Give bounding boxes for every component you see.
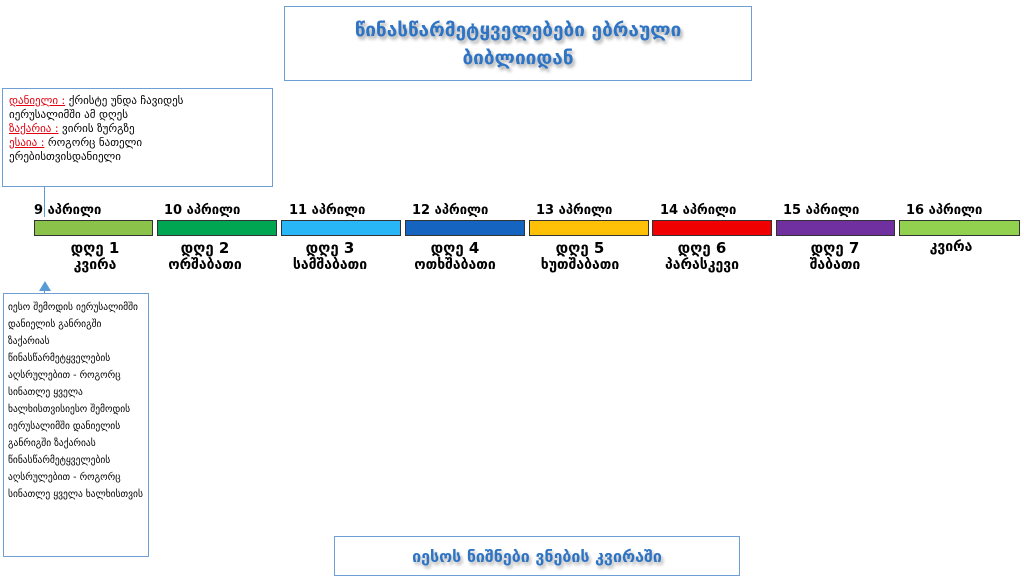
day-block: დღე 5 ხუთშაბათი [521, 239, 639, 274]
date-label: 13 აპრილი [536, 203, 613, 218]
prophecy-line-4: ესაია : როგორც ნათელი [9, 136, 266, 150]
prophecy-line-1: დანიელი : ქრისტე უნდა ჩავიდეს [9, 94, 266, 108]
day-number: დღე 4 [430, 239, 480, 257]
day-bar [34, 220, 153, 236]
connector-line-bottom [44, 290, 45, 294]
title-line-2: ბიბლიიდან [462, 46, 574, 69]
footer-title: იესოს ნიშნები ვნების კვირაში [412, 546, 662, 566]
day-bar [405, 220, 525, 236]
day-name: სამშაბათი [292, 257, 368, 273]
arrow-up-icon [39, 281, 51, 291]
day-block: დღე 2 ორშაბათი [146, 239, 264, 274]
prophecy-box: დანიელი : ქრისტე უნდა ჩავიდეს იერუსალიმშ… [2, 88, 273, 187]
day-block: დღე 6 პარასკევი [643, 239, 761, 274]
footer-box: იესოს ნიშნები ვნების კვირაში [334, 536, 740, 576]
day-number: დღე 3 [305, 239, 355, 257]
day-name: პარასკევი [664, 257, 740, 273]
prophet-name: დანიელი : [9, 94, 66, 107]
day-block: დღე 3 სამშაბათი [271, 239, 389, 274]
title-box: წინასწარმეტყველებები ებრაული ბიბლიიდან [284, 6, 752, 81]
day-number: დღე 1 [70, 239, 120, 257]
day-name: ხუთშაბათი [540, 257, 620, 273]
date-label: 9 აპრილი [34, 203, 102, 218]
day-bar [529, 220, 649, 236]
date-label: 10 აპრილი [164, 203, 241, 218]
day-name: კვირა [73, 257, 117, 273]
date-label: 11 აპრილი [289, 203, 366, 218]
date-label: 14 აპრილი [660, 203, 737, 218]
prophet-name: ზაქარია : [9, 122, 59, 135]
prophecy-text: ქრისტე უნდა ჩავიდეს [65, 94, 184, 107]
day-bar [899, 220, 1020, 236]
day-name: ორშაბათი [168, 257, 242, 273]
prophecy-text: როგორც ნათელი [44, 136, 143, 149]
day-block: დღე 4 ოთხშაბათი [396, 239, 514, 274]
day-bar [157, 220, 277, 236]
day-number: დღე 2 [180, 239, 230, 257]
prophecy-text: იერუსალიმში ამ დღეს [9, 108, 128, 121]
prophecy-line-3: ზაქარია : ვირის ზურგზე [9, 122, 266, 136]
date-label: 15 აპრილი [783, 203, 860, 218]
prophecy-text: ვირის ზურგზე [58, 122, 135, 135]
date-label: 16 აპრილი [906, 203, 983, 218]
detail-text: იესო შემოდის იერუსალიმში დანიელის განრიგ… [8, 302, 143, 500]
day-block: დღე 1 კვირა [36, 239, 154, 274]
day-name: ოთხშაბათი [414, 257, 496, 273]
prophet-name: ესაია : [9, 136, 45, 149]
date-label: 12 აპრილი [412, 203, 489, 218]
day-block: კვირა [892, 239, 1010, 256]
day-bar [652, 220, 772, 236]
day-bar [776, 220, 895, 236]
day-number: დღე 7 [810, 239, 860, 257]
prophecy-line-5: ერებისთვისდანიელი [9, 150, 266, 164]
prophecy-text: ერებისთვისდანიელი [9, 150, 121, 163]
day-block: დღე 7 შაბათი [776, 239, 894, 274]
day-bar [281, 220, 401, 236]
title-line-1: წინასწარმეტყველებები ებრაული [354, 18, 682, 41]
day-name: კვირა [929, 239, 973, 255]
day-number: დღე 6 [677, 239, 727, 257]
connector-line-top [44, 187, 45, 217]
day-number: დღე 5 [555, 239, 605, 257]
detail-box: იესო შემოდის იერუსალიმში დანიელის განრიგ… [3, 293, 149, 557]
prophecy-line-2: იერუსალიმში ამ დღეს [9, 108, 266, 122]
day-name: შაბათი [809, 257, 861, 273]
